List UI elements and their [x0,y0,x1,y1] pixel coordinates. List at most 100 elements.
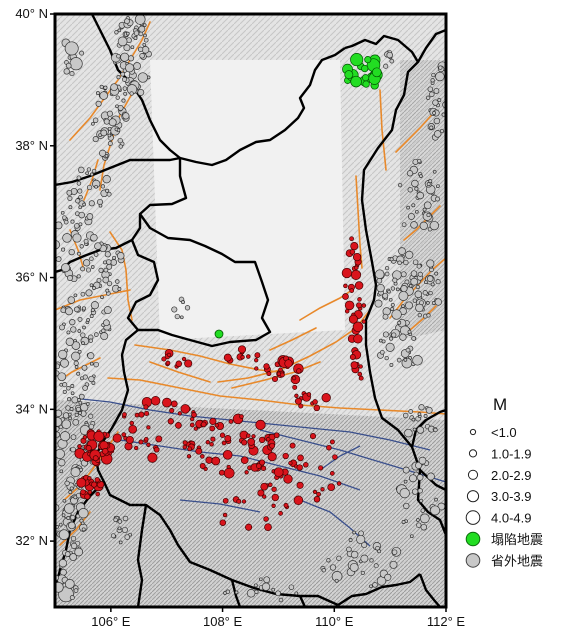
earthquake-marker [70,514,76,521]
earthquake-marker [146,442,151,447]
earthquake-marker [82,259,91,267]
earthquake-marker [68,205,73,210]
earthquake-marker [91,168,97,174]
earthquake-marker [416,522,422,528]
earthquake-marker [92,455,99,462]
earthquake-marker [383,63,389,69]
earthquake-marker [222,512,228,518]
earthquake-marker [63,219,69,225]
earthquake-marker [418,404,425,411]
y-tick-label: 40° N [15,6,48,21]
earthquake-marker [402,466,410,474]
earthquake-marker [155,435,163,443]
legend-label: 4.0-4.9 [491,511,531,526]
earthquake-marker [271,587,276,592]
fault-line [149,361,211,383]
earthquake-marker [78,194,83,200]
earthquake-marker [396,357,402,363]
earthquake-marker [107,133,112,138]
earthquake-marker [162,397,172,408]
earthquake-marker [377,549,382,554]
earthquake-marker [429,91,435,98]
earthquake-marker [382,313,389,320]
legend-label: 2.0-2.9 [491,468,531,483]
earthquake-marker [228,419,234,424]
earthquake-marker [435,279,441,285]
earthquake-marker [316,491,321,497]
earthquake-marker [71,351,81,361]
fault-line [379,89,387,171]
earthquake-marker [181,356,187,362]
earthquake-marker [115,279,120,284]
earthquake-marker [406,205,410,210]
earthquake-marker [414,290,423,299]
earthquake-marker [133,36,138,41]
earthquake-marker [209,442,214,447]
earthquake-marker [101,448,109,455]
earthquake-marker [66,189,73,196]
earthquake-marker [209,425,216,432]
earthquake-marker [89,361,94,366]
earthquake-marker [426,259,435,268]
earthquake-marker [416,263,422,269]
eastern-mountain-shading [400,60,446,340]
earthquake-marker [419,174,423,178]
earthquake-marker [81,341,85,345]
earthquake-marker [58,349,68,360]
earthquake-marker [76,274,81,279]
earthquake-marker [137,72,148,83]
legend: M <1.0 1.0-1.9 2.0-2.9 3.0-3.9 4.0-4.9 塌陷地震省外地… [465,395,543,568]
earthquake-marker [123,91,128,96]
earthquake-marker [391,309,402,320]
earthquake-marker [85,402,90,406]
earthquake-marker [397,260,402,266]
earthquake-marker [402,412,409,419]
earthquake-marker [103,267,109,273]
earthquake-marker [361,319,366,324]
earthquake-marker [434,271,439,276]
earthquake-marker [420,508,426,513]
earthquake-marker [407,329,412,334]
earthquake-marker [372,582,378,588]
earthquake-marker [416,474,424,481]
province-boundaries [55,14,446,607]
earthquake-marker [78,166,85,174]
earthquake-marker [77,444,82,449]
earthquake-marker [384,271,390,277]
earthquake-marker [143,33,147,38]
legend-label: 3.0-3.9 [491,489,531,504]
earthquake-marker [166,352,172,358]
earthquake-marker [434,497,438,502]
earthquake-marker [80,489,86,495]
earthquake-marker [90,172,94,177]
earthquake-marker [409,534,414,539]
earthquake-marker [239,414,244,419]
earthquake-marker [165,360,171,366]
earthquake-marker [419,300,424,306]
earthquake-marker [344,300,355,311]
earthquake-marker [200,421,207,428]
earthquake-marker [329,471,335,476]
earthquake-marker [404,428,413,438]
earthquake-marker [77,251,81,256]
earthquake-marker [86,213,94,220]
earthquake-marker [296,481,304,489]
earthquake-marker [74,547,84,557]
earthquake-marker [435,71,445,82]
earthquake-marker [399,333,407,341]
earthquake-marker [125,31,130,36]
earthquake-marker [129,420,135,426]
earthquake-marker [218,469,225,476]
earthquake-marker [102,175,111,184]
earthquake-marker [414,209,419,214]
earthquake-marker [336,555,342,561]
earthquake-marker [107,141,113,146]
earthquake-marker [428,290,433,296]
earthquake-marker [60,358,69,368]
earthquake-marker [82,202,86,207]
earthquake-marker [291,375,297,381]
earthquake-marker [104,154,109,158]
local-earthquakes [74,236,367,532]
earthquake-marker [64,551,71,557]
earthquake-marker [102,276,110,284]
